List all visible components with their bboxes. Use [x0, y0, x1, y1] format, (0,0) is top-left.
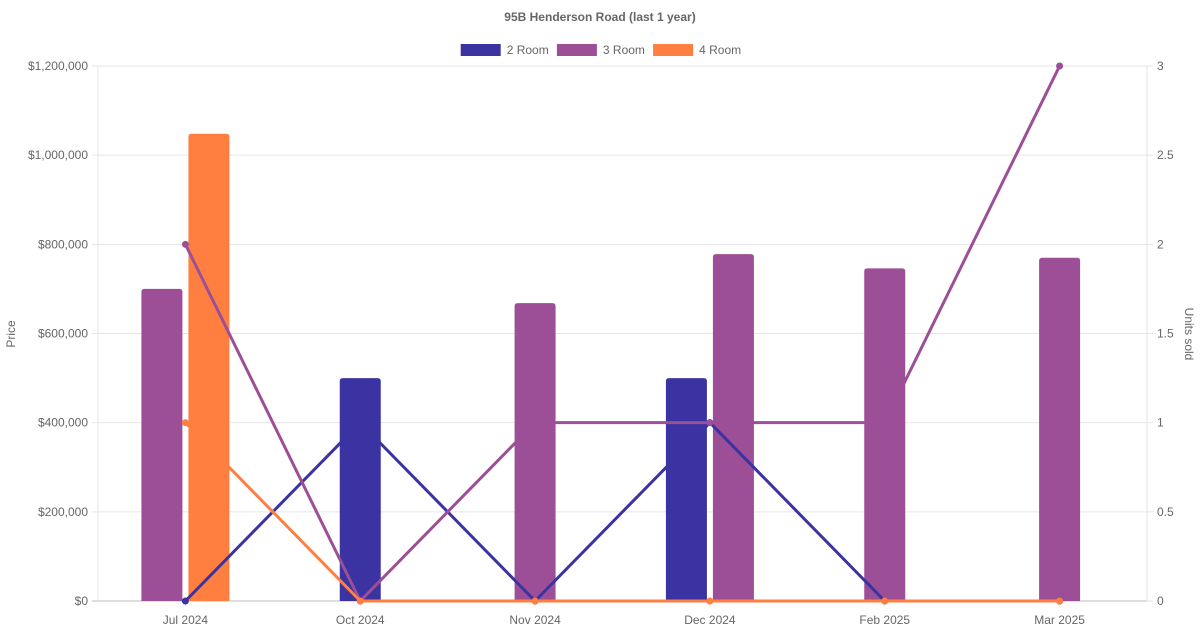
point-3-room [706, 419, 714, 427]
bar-3-room [864, 268, 906, 601]
point-4-room [531, 597, 539, 605]
left-tick-label: $400,000 [38, 416, 88, 430]
left-tick-label: $1,000,000 [28, 148, 88, 162]
point-2-room [181, 597, 189, 605]
point-4-room [181, 419, 189, 427]
right-tick-label: 0 [1157, 594, 1164, 608]
right-tick-label: 1.5 [1157, 327, 1174, 341]
line-series [181, 62, 1064, 605]
right-tick-label: 0.5 [1157, 505, 1174, 519]
left-axis-title: Price [4, 320, 18, 348]
line-4-room [184, 421, 1060, 603]
right-tick-label: 3 [1157, 59, 1164, 73]
legend-swatch-4-room [653, 44, 694, 56]
legend-label-3-room: 3 Room [603, 43, 645, 57]
legend-label-2-room: 2 Room [507, 43, 549, 57]
legend: 2 Room 3 Room 4 Room [460, 43, 741, 57]
point-4-room [881, 597, 889, 605]
point-4-room [356, 597, 364, 605]
line-3-room [184, 65, 1061, 603]
x-tick-label: Nov 2024 [509, 613, 561, 627]
point-3-room [881, 419, 889, 427]
legend-label-4-room: 4 Room [699, 43, 741, 57]
x-tick-label: Dec 2024 [684, 613, 736, 627]
left-tick-label: $0 [75, 594, 89, 608]
bar-3-room [141, 288, 183, 601]
left-tick-label: $200,000 [38, 505, 88, 519]
point-3-room [531, 419, 539, 427]
x-tick-label: Jul 2024 [163, 613, 209, 627]
x-axis-ticks: Jul 2024 Oct 2024 Nov 2024 Dec 2024 Feb 2025… [163, 613, 1086, 627]
chart-title: 95B Henderson Road (last 1 year) [504, 10, 695, 24]
right-tick-label: 2 [1157, 237, 1164, 251]
bar-3-room [514, 303, 556, 601]
right-axis-title: Units sold [1182, 308, 1196, 361]
bar-2-room [665, 378, 707, 601]
legend-swatch-3-room [556, 44, 597, 56]
bar-series [141, 133, 1081, 601]
point-4-room [706, 597, 714, 605]
right-tick-label: 2.5 [1157, 148, 1174, 162]
bar-3-room [712, 254, 754, 601]
left-tick-label: $800,000 [38, 237, 88, 251]
bar-4-room [188, 133, 230, 601]
left-tick-label: $600,000 [38, 327, 88, 341]
point-4-room [1056, 597, 1064, 605]
point-3-room [1056, 62, 1064, 70]
right-tick-label: 1 [1157, 416, 1164, 430]
point-2-room [356, 419, 364, 427]
x-tick-label: Feb 2025 [859, 613, 910, 627]
bar-2-room [339, 378, 381, 601]
right-axis-ticks: 0 0.5 1 1.5 2 2.5 3 [1157, 59, 1174, 608]
left-axis-ticks: $0 $200,000 $400,000 $600,000 $800,000 $1,000… [28, 59, 88, 608]
x-tick-label: Mar 2025 [1034, 613, 1085, 627]
bar-3-room [1039, 257, 1081, 601]
x-tick-label: Oct 2024 [336, 613, 385, 627]
grid-lines [92, 65, 1153, 607]
legend-swatch-2-room [460, 44, 501, 56]
left-tick-label: $1,200,000 [28, 59, 88, 73]
point-3-room [181, 240, 189, 248]
